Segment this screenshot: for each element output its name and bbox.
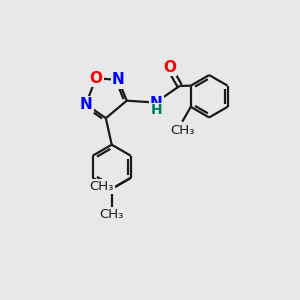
Text: O: O xyxy=(163,60,176,75)
Text: CH₃: CH₃ xyxy=(170,124,194,137)
Text: N: N xyxy=(150,96,163,111)
Text: CH₃: CH₃ xyxy=(90,180,114,193)
Text: N: N xyxy=(80,97,92,112)
Text: CH₃: CH₃ xyxy=(100,208,124,221)
Text: N: N xyxy=(112,72,125,87)
Text: O: O xyxy=(89,71,102,86)
Text: H: H xyxy=(150,103,162,117)
